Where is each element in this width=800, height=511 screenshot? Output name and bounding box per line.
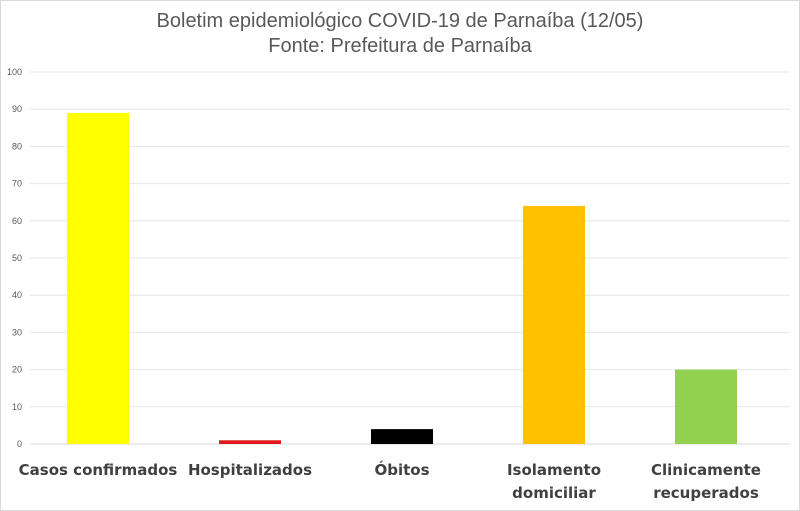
bar [675,369,737,444]
y-tick-label: 20 [12,365,22,375]
x-category-label: Clinicamente [651,461,761,479]
x-category-label: Hospitalizados [188,461,312,479]
y-tick-label: 0 [17,439,22,449]
y-tick-label: 40 [12,290,22,300]
y-tick-label: 10 [12,402,22,412]
y-tick-label: 70 [12,179,22,189]
y-tick-label: 90 [12,104,22,114]
chart-title: Boletim epidemiológico COVID-19 de Parna… [156,10,644,32]
x-category-label: domiciliar [512,484,596,502]
x-category-label: Óbitos [374,460,429,479]
y-tick-label: 80 [12,141,22,151]
bar [67,112,129,445]
y-tick-label: 60 [12,216,22,226]
y-tick-label: 50 [12,253,22,263]
y-tick-label: 100 [7,67,22,77]
x-category-label: Casos confirmados [19,461,178,479]
bar [219,440,281,444]
chart-subtitle: Fonte: Prefeitura de Parnaíba [268,35,532,57]
bar [371,429,433,444]
x-category-label: recuperados [653,484,759,502]
x-category-label: Isolamento [507,461,601,479]
bar [523,205,585,444]
y-tick-label: 30 [12,327,22,337]
